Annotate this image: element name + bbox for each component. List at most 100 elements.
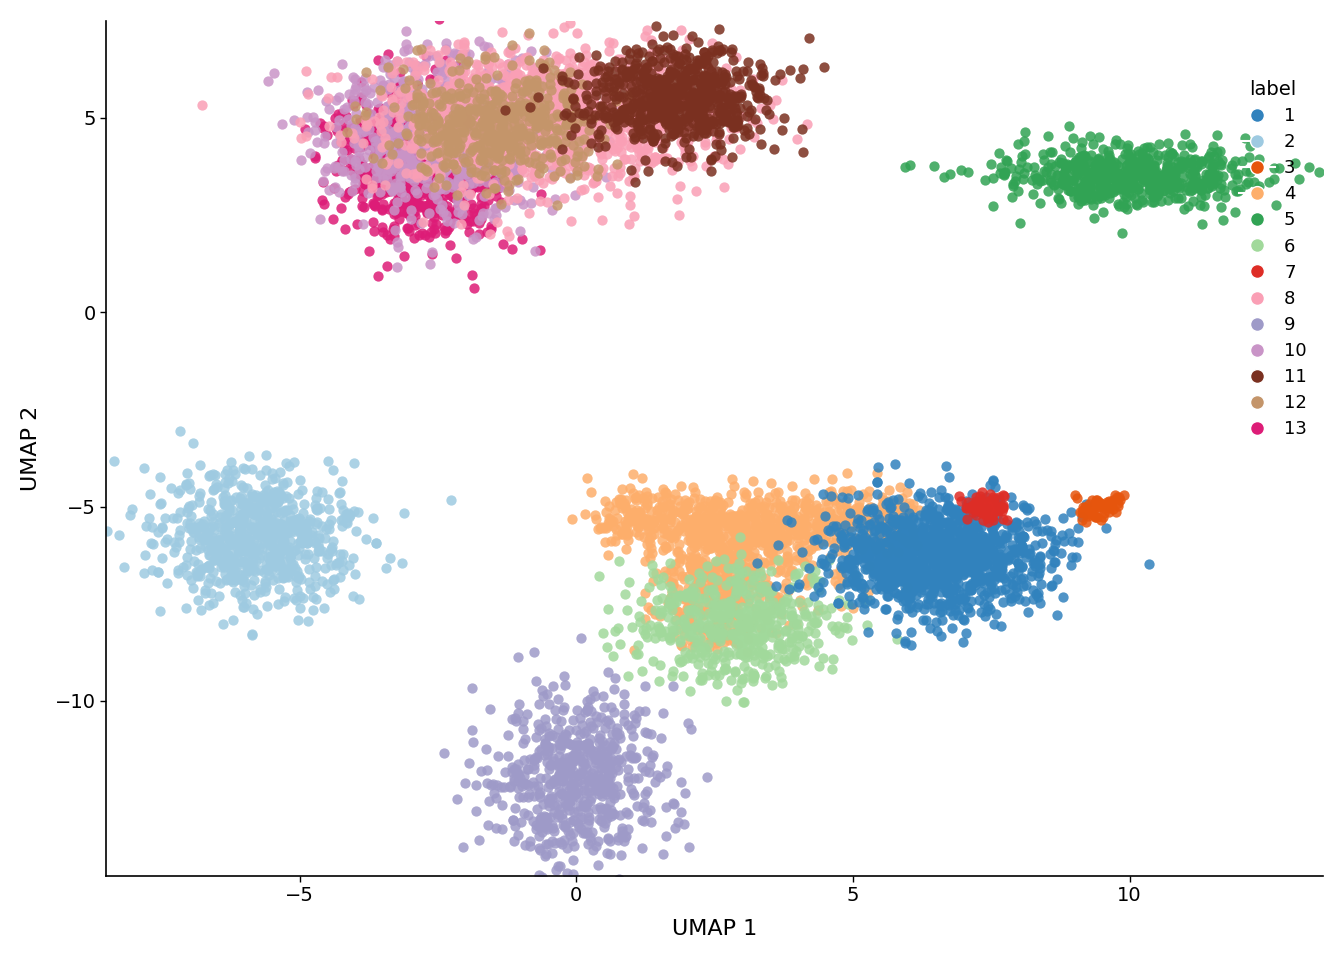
Point bbox=[399, 107, 421, 122]
Point bbox=[1099, 165, 1121, 180]
Point bbox=[607, 112, 629, 128]
Point bbox=[405, 166, 426, 181]
Point bbox=[898, 551, 919, 566]
Point bbox=[734, 632, 755, 647]
Point bbox=[499, 108, 520, 123]
Point bbox=[414, 180, 435, 195]
Point bbox=[679, 520, 700, 536]
Point bbox=[640, 101, 661, 116]
Point bbox=[476, 128, 497, 143]
Point bbox=[438, 156, 460, 171]
Point bbox=[659, 596, 680, 612]
Point bbox=[707, 73, 728, 88]
Point bbox=[403, 204, 425, 220]
Point bbox=[434, 225, 456, 240]
Point bbox=[239, 558, 261, 573]
Point bbox=[621, 84, 642, 100]
Point bbox=[821, 511, 843, 526]
Point bbox=[323, 534, 344, 549]
Point bbox=[445, 182, 466, 198]
Point bbox=[630, 663, 652, 679]
Point bbox=[954, 589, 976, 605]
Point bbox=[1177, 160, 1199, 176]
Point bbox=[646, 99, 668, 114]
Point bbox=[508, 766, 530, 781]
Point bbox=[526, 90, 547, 106]
Point bbox=[449, 152, 470, 167]
Point bbox=[1102, 501, 1124, 516]
Point bbox=[921, 499, 942, 515]
Point bbox=[922, 586, 943, 601]
Point bbox=[555, 52, 577, 67]
Point bbox=[1168, 177, 1189, 192]
Point bbox=[677, 119, 699, 134]
Point bbox=[269, 563, 290, 578]
Point bbox=[625, 84, 646, 99]
Point bbox=[732, 535, 754, 550]
Point bbox=[718, 561, 739, 576]
Point bbox=[439, 124, 461, 139]
Point bbox=[187, 568, 208, 584]
Point bbox=[784, 499, 805, 515]
Point bbox=[595, 786, 617, 802]
Point bbox=[640, 727, 661, 742]
Point bbox=[571, 717, 593, 732]
Point bbox=[796, 116, 817, 132]
Point bbox=[562, 834, 583, 850]
Point bbox=[689, 574, 711, 589]
Point bbox=[758, 614, 780, 630]
Point bbox=[1140, 177, 1161, 192]
Point bbox=[727, 576, 749, 591]
Point bbox=[665, 101, 687, 116]
Point bbox=[1220, 177, 1242, 192]
Point bbox=[1066, 152, 1087, 167]
Point bbox=[1050, 196, 1071, 211]
Point bbox=[306, 500, 328, 516]
Point bbox=[630, 86, 652, 102]
Point bbox=[587, 131, 609, 146]
Point bbox=[493, 123, 515, 138]
Point bbox=[1051, 176, 1073, 191]
Point bbox=[902, 552, 923, 567]
Point bbox=[874, 571, 895, 587]
Point bbox=[1009, 534, 1031, 549]
Point bbox=[433, 126, 454, 141]
Point bbox=[591, 99, 613, 114]
Point bbox=[1168, 180, 1189, 196]
Point bbox=[1066, 167, 1087, 182]
Point bbox=[622, 88, 644, 104]
Point bbox=[532, 79, 554, 94]
Point bbox=[219, 533, 241, 548]
Point bbox=[664, 505, 685, 520]
Point bbox=[538, 150, 559, 165]
Point bbox=[712, 528, 734, 543]
Point bbox=[634, 553, 656, 568]
Point bbox=[719, 545, 741, 561]
Point bbox=[524, 63, 546, 79]
Point bbox=[1129, 162, 1150, 178]
Point bbox=[374, 137, 395, 153]
Point bbox=[595, 504, 617, 519]
Point bbox=[938, 515, 960, 530]
Point bbox=[484, 110, 505, 126]
Point bbox=[401, 156, 422, 171]
Point bbox=[560, 758, 582, 774]
Point bbox=[530, 158, 551, 174]
Point bbox=[574, 110, 595, 126]
Point bbox=[460, 154, 481, 169]
Point bbox=[905, 525, 926, 540]
Point bbox=[1095, 184, 1117, 200]
Point bbox=[583, 106, 605, 121]
Point bbox=[395, 109, 417, 125]
Point bbox=[950, 560, 972, 575]
Point bbox=[585, 108, 606, 123]
Point bbox=[692, 83, 714, 98]
Point bbox=[1120, 168, 1141, 183]
Point bbox=[871, 550, 892, 565]
Point bbox=[489, 108, 511, 123]
Point bbox=[583, 63, 605, 79]
Point bbox=[659, 590, 680, 606]
Point bbox=[419, 183, 441, 199]
Point bbox=[434, 145, 456, 160]
Point bbox=[1034, 163, 1055, 179]
